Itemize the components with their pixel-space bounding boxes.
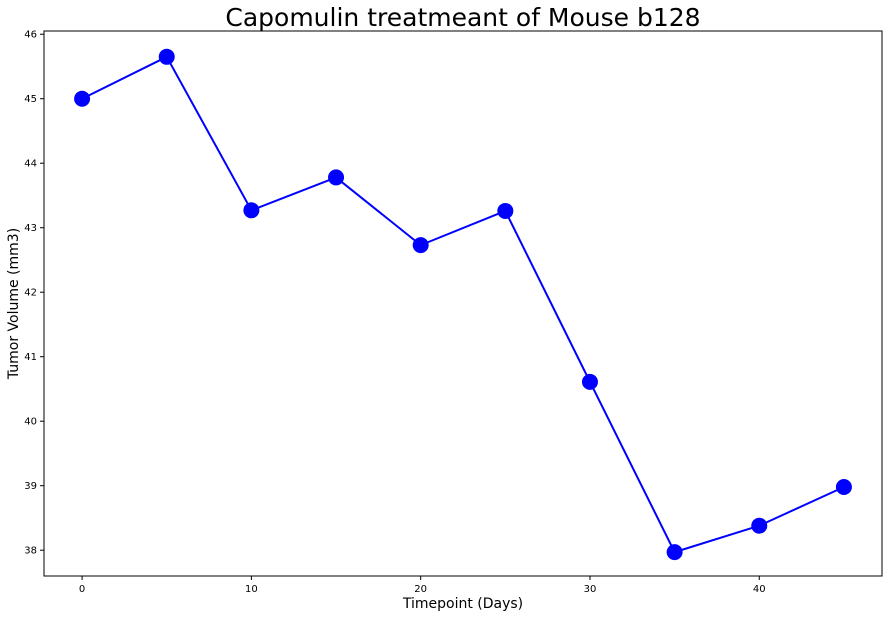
x-tick-label: 10 [245, 584, 258, 595]
y-tick-label: 46 [24, 30, 37, 41]
x-tick-label: 0 [79, 584, 85, 595]
plot-frame [43, 30, 883, 577]
x-axis-label: Timepoint (Days) [402, 596, 523, 612]
data-point-marker [666, 544, 683, 561]
data-point-marker [158, 48, 175, 65]
x-tick-label: 20 [414, 584, 427, 595]
data-point-marker [751, 517, 768, 534]
data-point-marker [412, 237, 429, 254]
y-tick-label: 42 [24, 288, 37, 299]
data-point-marker [835, 478, 852, 495]
y-tick-label: 45 [24, 94, 37, 105]
data-point-marker [581, 373, 598, 390]
y-axis-label: Tumor Volume (mm3) [6, 228, 22, 380]
y-axis-ticks: 38 39 40 41 42 43 44 45 46 [24, 30, 44, 557]
data-point-marker [74, 90, 91, 107]
y-tick-label: 40 [24, 417, 37, 428]
axes: 0 10 20 30 40 38 39 40 41 42 43 44 45 46 [24, 30, 883, 595]
series-line [81, 55, 845, 554]
y-tick-label: 39 [24, 481, 37, 492]
y-tick-label: 41 [24, 352, 37, 363]
x-axis-ticks: 0 10 20 30 40 [79, 576, 766, 595]
y-tick-label: 43 [24, 223, 37, 234]
series-group [74, 48, 852, 561]
data-point-marker [497, 202, 514, 219]
x-tick-label: 30 [584, 584, 597, 595]
chart-title: Capomulin treatmeant of Mouse b128 [225, 3, 700, 32]
data-point-marker [243, 202, 260, 219]
x-tick-label: 40 [753, 584, 766, 595]
data-point-marker [328, 169, 345, 186]
y-tick-label: 44 [24, 159, 37, 170]
y-tick-label: 38 [24, 546, 37, 557]
